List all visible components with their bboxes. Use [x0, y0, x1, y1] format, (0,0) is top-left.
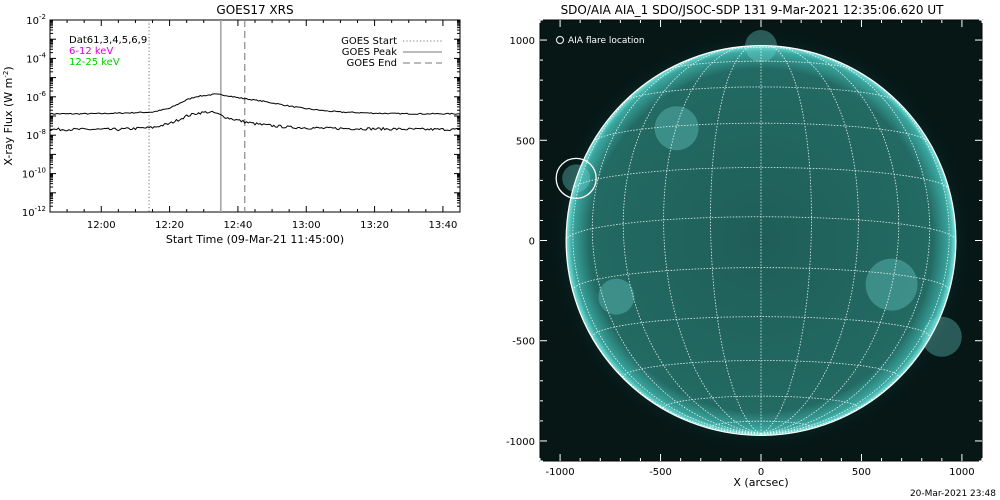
grid-longitude-line: [760, 47, 900, 435]
solar-active-region: [865, 258, 918, 311]
aia-y-tick-label: -500: [512, 337, 535, 348]
goes-x-tick-label: 13:40: [429, 220, 458, 231]
goes-y-tick-exponent: -8: [39, 128, 46, 136]
grid-longitude-line: [760, 45, 859, 435]
goes-x-tick-label: 12:00: [87, 220, 116, 231]
aia-y-tick-label: 1000: [510, 36, 535, 47]
goes-y-tick-label: 10-6: [26, 90, 46, 104]
grid-longitude-line: [710, 45, 762, 435]
goes-legend-label: GOES End: [347, 58, 397, 69]
aia-x-tick-label: 500: [852, 467, 871, 478]
goes-y-axis-label-main: X-ray Flux (W m: [2, 78, 15, 166]
aia-y-tick-label: 0: [529, 237, 535, 248]
grid-longitude-line: [760, 45, 812, 435]
aia-x-tick-label: 1000: [949, 467, 974, 478]
goes-info-line: 6-12 keV: [69, 46, 113, 57]
solar-active-region: [654, 106, 699, 151]
grid-latitude-line: [572, 167, 950, 190]
goes-y-axis: 10-2 10-4 10-6 10-8 10-10 10-12: [22, 13, 460, 219]
goes-y-axis-label-sup: -2: [2, 71, 10, 78]
goes-info-line: Dat61,3,4,5,6,9: [69, 35, 147, 46]
solar-limb: [565, 45, 957, 436]
goes-y-tick-label: 10-2: [26, 13, 46, 27]
grid-longitude-line: [760, 50, 931, 435]
aia-x-tick-label: 0: [758, 467, 764, 478]
goes-y-tick-exponent: -6: [39, 90, 47, 98]
goes-x-tick-label: 13:00: [292, 220, 321, 231]
goes-series-group: [49, 93, 461, 132]
goes-legend-label: GOES Peak: [342, 47, 397, 58]
goes-y-tick-exponent: -12: [35, 205, 46, 213]
goes-y-tick-exponent: -4: [39, 51, 47, 59]
aia-legend-circle-icon: [556, 36, 564, 44]
goes-y-tick-exponent: -2: [39, 13, 46, 21]
aia-solar-image: [548, 27, 974, 454]
aia-x-tick-label: -500: [649, 467, 672, 478]
goes-y-tick-label: 10-12: [22, 205, 46, 219]
aia-y-tick-label: 500: [516, 136, 535, 147]
aia-x-axis-label: X (arcsec): [733, 476, 788, 489]
goes-y-tick-label: 10-4: [26, 51, 46, 65]
grid-latitude-line: [592, 122, 930, 142]
solar-active-region: [598, 278, 635, 315]
goes-x-tick-label: 13:20: [360, 220, 389, 231]
aia-legend-label: AIA flare location: [568, 36, 645, 46]
goes-x-axis-label: Start Time (09-Mar-21 11:45:00): [166, 233, 344, 246]
goes-xrs-panel: GOES17 XRS 10-2 10-4 10-6 10-8 10-10 10-12 12…: [2, 3, 461, 246]
goes-legend-label: GOES Start: [341, 36, 397, 47]
grid-latitude-line: [624, 86, 898, 102]
aia-footer-timestamp: 20-Mar-2021 23:48: [910, 489, 996, 499]
aia-legend: AIA flare location: [556, 36, 645, 46]
aia-x-axis: -1000 -500 0 500 1000: [539, 20, 983, 478]
solar-active-region: [921, 316, 962, 357]
goes-y-axis-label-close: ): [2, 66, 15, 70]
goes-y-axis-label: X-ray Flux (W m-2): [2, 66, 15, 165]
goes-y-tick-label: 10-10: [22, 167, 46, 181]
aia-x-tick-label: -1000: [546, 467, 575, 478]
aia-flare-location-marker: [555, 157, 597, 200]
goes-x-tick-label: 12:20: [155, 220, 184, 231]
goes-y-tick-label: 10-8: [26, 128, 46, 142]
aia-title: SDO/AIA AIA_1 SDO/JSOC-SDP 131 9-Mar-202…: [561, 3, 945, 17]
goes-title: GOES17 XRS: [216, 3, 293, 17]
grid-longitude-line: [622, 47, 762, 435]
goes-series-line-low-energy: [49, 93, 461, 115]
grid-longitude-line: [572, 65, 762, 435]
grid-longitude-line: [591, 50, 762, 435]
grid-latitude-line: [622, 360, 900, 378]
aia-y-axis: 1000 500 0 -500 -1000: [506, 19, 982, 462]
grid-longitude-line: [663, 45, 762, 435]
goes-x-tick-label: 12:40: [224, 220, 253, 231]
aia-panel: SDO/AIA AIA_1 SDO/JSOC-SDP 131 9-Mar-202…: [506, 3, 996, 499]
heliographic-grid: [565, 45, 957, 435]
goes-y-tick-exponent: -10: [35, 167, 46, 175]
goes-x-axis: 12:00 12:20 12:40 13:00 13:20 13:40: [66, 20, 461, 231]
goes-series-line-high-energy: [49, 110, 461, 132]
grid-longitude-line: [760, 65, 950, 435]
goes-event-lines: [148, 20, 246, 212]
aia-y-tick-label: -1000: [506, 437, 535, 448]
goes-info-line: 12-25 keV: [69, 57, 120, 68]
